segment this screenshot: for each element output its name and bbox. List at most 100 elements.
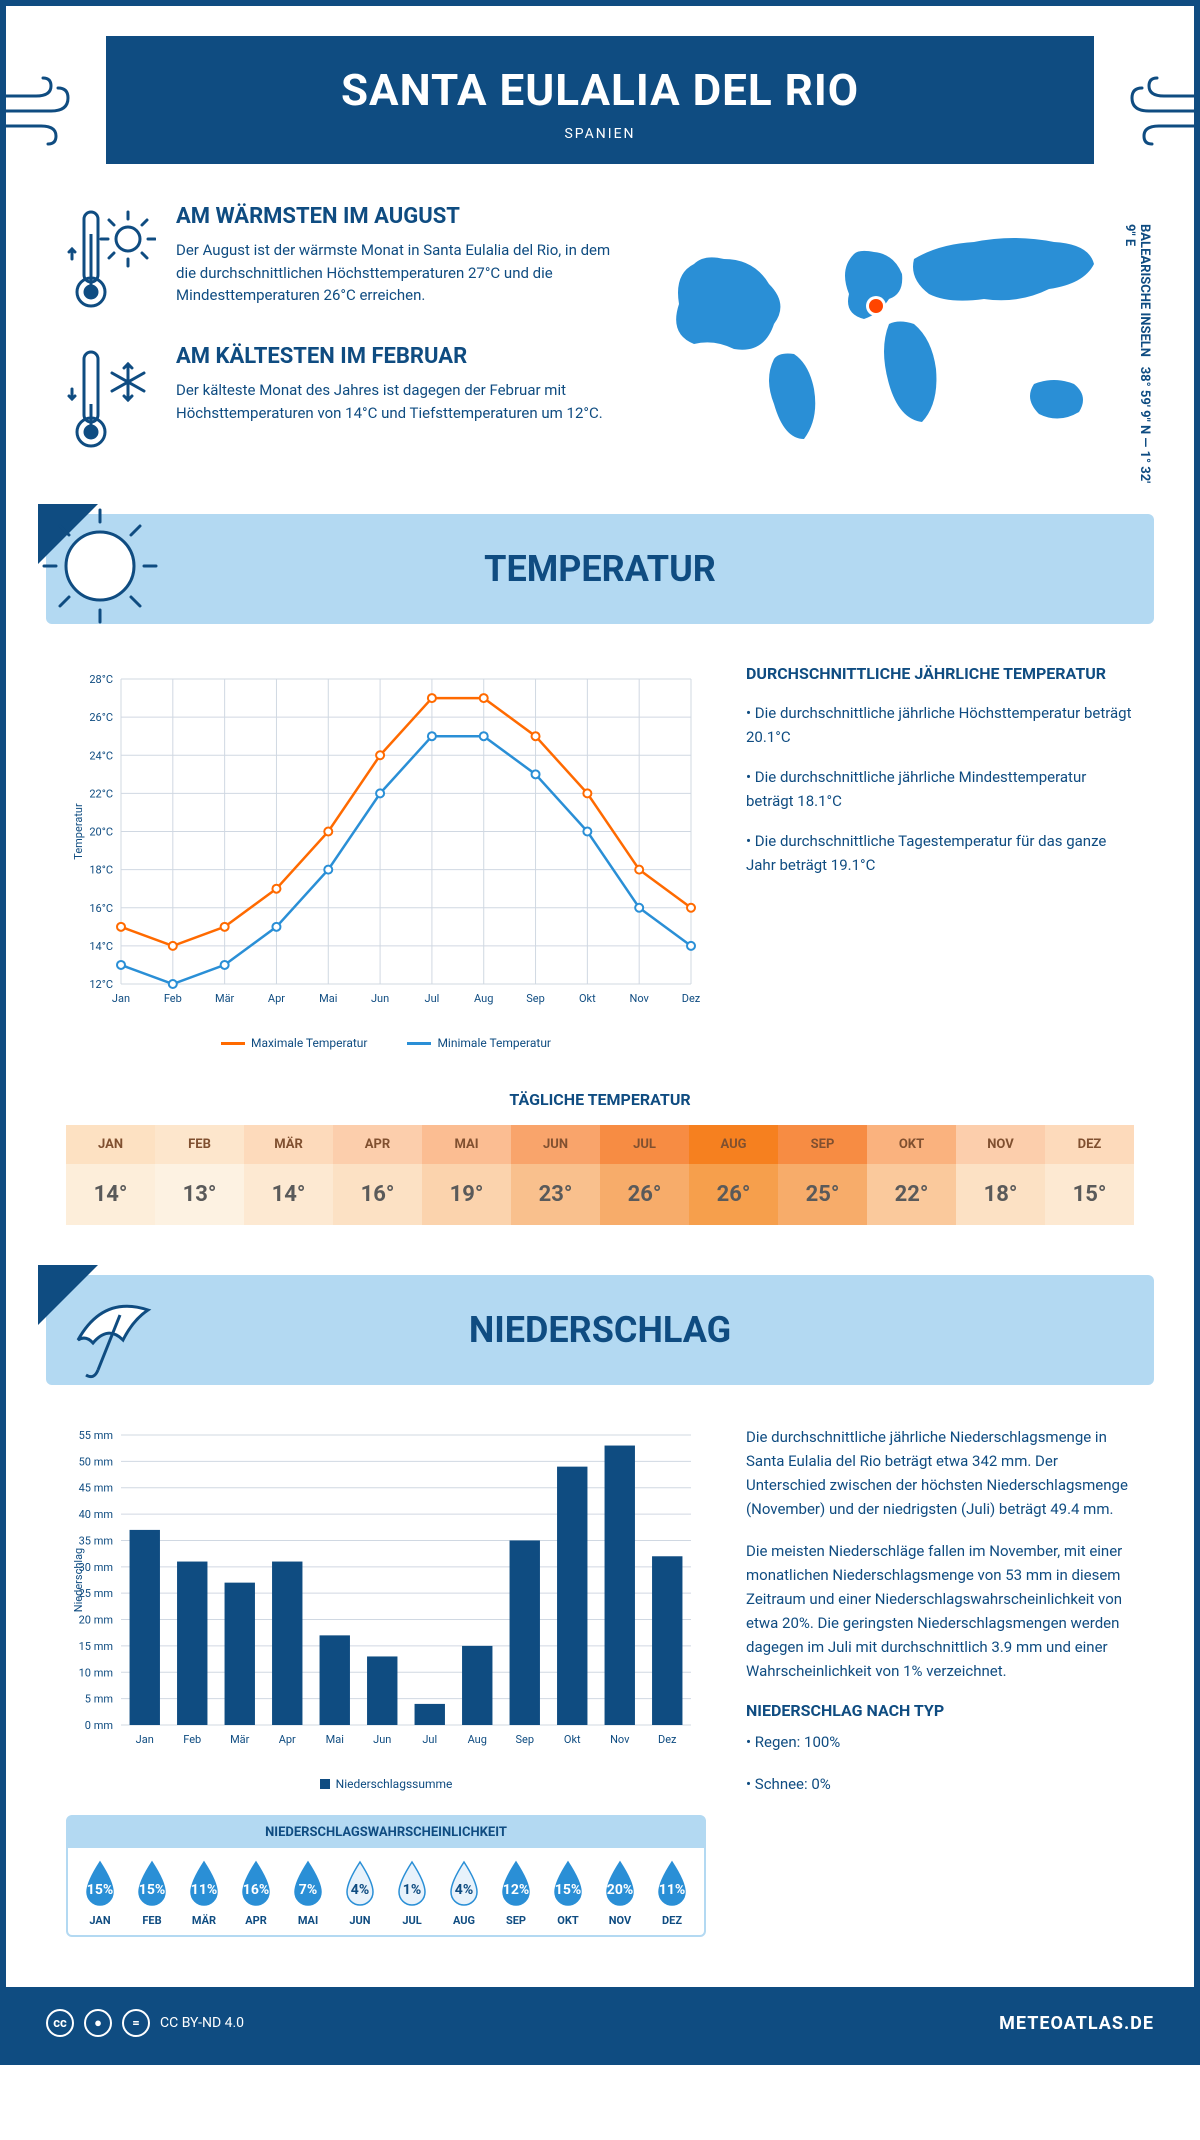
warmest-text: Der August ist der wärmste Monat in Sant… (176, 239, 624, 307)
precip-title: NIEDERSCHLAG (46, 1309, 1154, 1351)
daily-temp-cell: SEP25° (778, 1125, 867, 1225)
svg-text:Mär: Mär (215, 992, 235, 1005)
daily-temp-cell: JAN14° (66, 1125, 155, 1225)
precip-prob-title: NIEDERSCHLAGSWAHRSCHEINLICHKEIT (68, 1817, 704, 1848)
prob-cell: 11%MÄR (178, 1858, 230, 1927)
svg-text:Mai: Mai (319, 992, 337, 1005)
svg-text:Jun: Jun (371, 992, 389, 1005)
daily-temp-title: TÄGLICHE TEMPERATUR (6, 1090, 1194, 1109)
prob-cell: 1%JUL (386, 1858, 438, 1927)
precip-prob-row: 15%JAN15%FEB11%MÄR16%APR7%MAI4%JUN1%JUL4… (68, 1848, 704, 1935)
svg-text:Aug: Aug (468, 1733, 487, 1746)
precip-bytype-title: NIEDERSCHLAG NACH TYP (746, 1701, 1134, 1720)
warmest-title: AM WÄRMSTEN IM AUGUST (176, 204, 624, 229)
svg-text:Feb: Feb (183, 1733, 201, 1746)
svg-text:10 mm: 10 mm (79, 1666, 113, 1679)
svg-text:24°C: 24°C (89, 749, 113, 762)
prob-cell: 12%SEP (490, 1858, 542, 1927)
svg-text:18°C: 18°C (89, 864, 113, 877)
warmest-fact: AM WÄRMSTEN IM AUGUST Der August ist der… (66, 204, 624, 314)
daily-temp-cell: JUN23° (511, 1125, 600, 1225)
daily-temp-cell: AUG26° (689, 1125, 778, 1225)
daily-temp-cell: OKT22° (867, 1125, 956, 1225)
svg-text:Dez: Dez (658, 1733, 677, 1746)
svg-text:Jan: Jan (136, 1733, 154, 1746)
precip-prob-box: NIEDERSCHLAGSWAHRSCHEINLICHKEIT 15%JAN15… (66, 1815, 706, 1937)
svg-text:22°C: 22°C (89, 787, 113, 800)
prob-cell: 11%DEZ (646, 1858, 698, 1927)
daily-temp-cell: FEB13° (155, 1125, 244, 1225)
by-icon: ● (84, 2009, 112, 2037)
svg-text:Niederschlag: Niederschlag (72, 1548, 85, 1612)
svg-text:Apr: Apr (268, 992, 285, 1005)
svg-text:Nov: Nov (610, 1733, 630, 1746)
precip-text-column: Die durchschnittliche jährliche Niedersc… (746, 1425, 1134, 1937)
precip-para-2: Die meisten Niederschläge fallen im Nove… (746, 1539, 1134, 1683)
precip-band: NIEDERSCHLAG (46, 1275, 1154, 1385)
temp-bullet-1: • Die durchschnittliche jährliche Höchst… (746, 701, 1134, 749)
daily-temp-cell: APR16° (333, 1125, 422, 1225)
svg-text:11%: 11% (191, 1882, 217, 1898)
precip-snow: • Schnee: 0% (746, 1772, 1134, 1796)
svg-text:0 mm: 0 mm (85, 1719, 113, 1732)
svg-text:11%: 11% (659, 1882, 685, 1898)
prob-cell: 16%APR (230, 1858, 282, 1927)
svg-text:15%: 15% (87, 1882, 113, 1898)
svg-text:Dez: Dez (682, 992, 701, 1005)
prob-cell: 7%MAI (282, 1858, 334, 1927)
svg-text:20°C: 20°C (89, 826, 113, 839)
svg-text:28°C: 28°C (89, 673, 113, 686)
svg-text:Jun: Jun (373, 1733, 391, 1746)
brand-text: METEOATLAS.DE (999, 2013, 1154, 2034)
precip-rain: • Regen: 100% (746, 1730, 1134, 1754)
svg-text:40 mm: 40 mm (79, 1508, 113, 1521)
precip-para-1: Die durchschnittliche jährliche Niedersc… (746, 1425, 1134, 1521)
svg-text:Sep: Sep (515, 1733, 534, 1746)
svg-text:50 mm: 50 mm (79, 1455, 113, 1468)
infographic-page: SANTA EULALIA DEL RIO SPANIEN AM WÄRMSTE… (0, 0, 1200, 2065)
daily-temp-cell: NOV18° (956, 1125, 1045, 1225)
svg-text:14°C: 14°C (89, 940, 113, 953)
nd-icon: = (122, 2009, 150, 2037)
prob-cell: 15%OKT (542, 1858, 594, 1927)
svg-text:Feb: Feb (164, 992, 182, 1005)
daily-temp-table: JAN14°FEB13°MÄR14°APR16°MAI19°JUN23°JUL2… (66, 1125, 1134, 1225)
temperature-band: TEMPERATUR (46, 514, 1154, 624)
map-column: BALEARISCHE INSELN 38° 59' 9" N — 1° 32'… (654, 204, 1134, 484)
temperature-chart: 12°C14°C16°C18°C20°C22°C24°C26°C28°CJanF… (66, 664, 706, 1050)
svg-text:15 mm: 15 mm (79, 1640, 113, 1653)
footer: cc ● = CC BY-ND 4.0 METEOATLAS.DE (6, 1987, 1194, 2059)
precip-legend: Niederschlagssumme (66, 1777, 706, 1791)
thermometer-sun-icon (66, 204, 156, 314)
coldest-title: AM KÄLTESTEN IM FEBRUAR (176, 344, 624, 369)
prob-cell: 15%FEB (126, 1858, 178, 1927)
daily-temp-cell: MÄR14° (244, 1125, 333, 1225)
svg-text:Jul: Jul (425, 992, 440, 1005)
svg-text:Mai: Mai (326, 1733, 344, 1746)
svg-text:7%: 7% (299, 1882, 317, 1898)
temp-summary-title: DURCHSCHNITTLICHE JÄHRLICHE TEMPERATUR (746, 664, 1134, 683)
temp-bullet-3: • Die durchschnittliche Tagestemperatur … (746, 829, 1134, 877)
temp-legend: Maximale Temperatur Minimale Temperatur (66, 1036, 706, 1050)
facts-column: AM WÄRMSTEN IM AUGUST Der August ist der… (66, 204, 624, 484)
page-title: SANTA EULALIA DEL RIO (126, 64, 1074, 116)
prob-cell: 15%JAN (74, 1858, 126, 1927)
coordinates-label: BALEARISCHE INSELN 38° 59' 9" N — 1° 32'… (1122, 224, 1152, 484)
svg-text:Jan: Jan (112, 992, 130, 1005)
daily-temp-cell: JUL26° (600, 1125, 689, 1225)
svg-text:20 mm: 20 mm (79, 1614, 113, 1627)
temperature-summary: DURCHSCHNITTLICHE JÄHRLICHE TEMPERATUR •… (746, 664, 1134, 1050)
svg-text:Temperatur: Temperatur (72, 803, 85, 860)
svg-text:45 mm: 45 mm (79, 1482, 113, 1495)
svg-text:12%: 12% (503, 1882, 529, 1898)
prob-cell: 4%JUN (334, 1858, 386, 1927)
svg-text:20%: 20% (607, 1882, 633, 1898)
svg-text:12°C: 12°C (89, 978, 113, 991)
temp-bullet-2: • Die durchschnittliche jährliche Mindes… (746, 765, 1134, 813)
svg-text:15%: 15% (555, 1882, 581, 1898)
coldest-text: Der kälteste Monat des Jahres ist dagege… (176, 379, 624, 424)
svg-text:Okt: Okt (564, 1733, 581, 1746)
temperature-title: TEMPERATUR (46, 548, 1154, 590)
svg-text:15%: 15% (139, 1882, 165, 1898)
page-subtitle: SPANIEN (126, 126, 1074, 142)
